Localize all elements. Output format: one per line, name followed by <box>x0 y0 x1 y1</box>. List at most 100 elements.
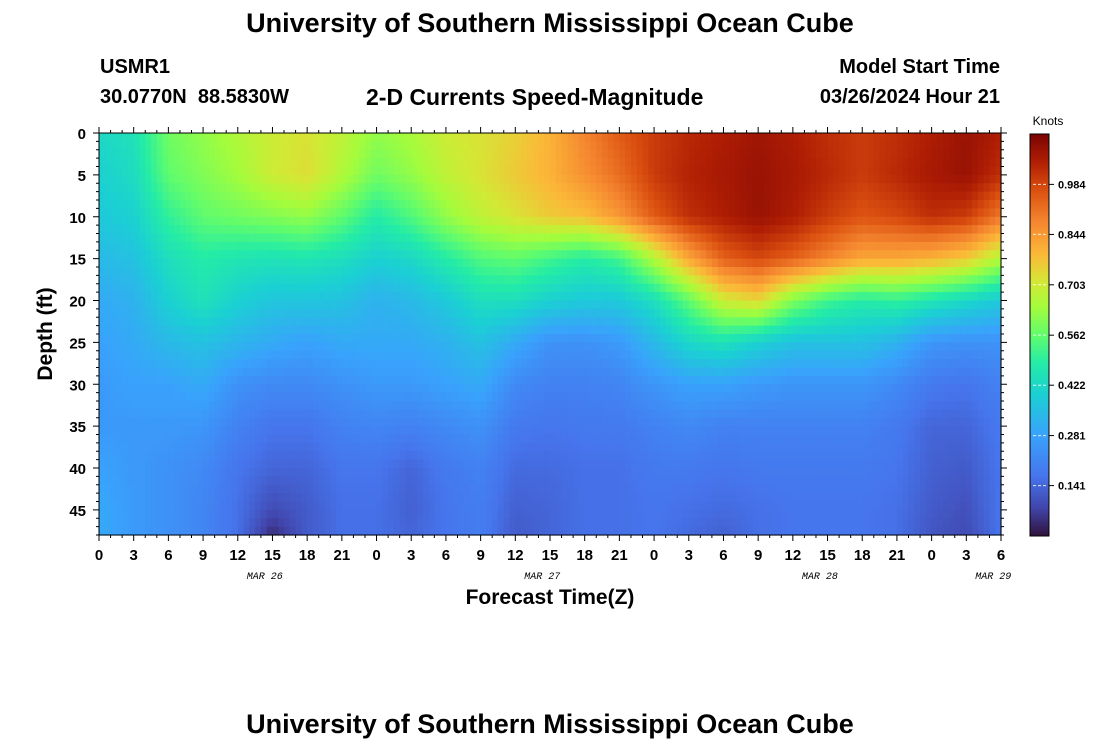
heatmap-cell <box>833 183 840 193</box>
heatmap-cell <box>249 216 256 226</box>
heatmap-cell <box>550 174 557 184</box>
heatmap-cell <box>185 250 193 260</box>
heatmap-cell <box>393 149 401 159</box>
heatmap-cell <box>191 149 198 159</box>
heatmap-cell <box>954 342 962 352</box>
heatmap-cell <box>480 392 487 402</box>
heatmap-cell <box>827 258 834 268</box>
heatmap-cell <box>729 350 736 360</box>
heatmap-cell <box>925 258 933 268</box>
heatmap-cell <box>382 350 389 360</box>
heatmap-cell <box>856 375 863 385</box>
heatmap-cell <box>677 216 684 226</box>
heatmap-cell <box>388 342 395 352</box>
heatmap-cell <box>659 241 667 251</box>
heatmap-cell <box>821 241 829 251</box>
heatmap-cell <box>162 359 169 369</box>
heatmap-cell <box>347 258 355 268</box>
heatmap-cell <box>139 267 146 276</box>
heatmap-cell <box>214 241 222 251</box>
heatmap-cell <box>925 191 933 201</box>
heatmap-cell <box>388 308 395 318</box>
heatmap-cell <box>578 283 586 293</box>
heatmap-cell <box>868 292 875 302</box>
heatmap-cell <box>844 158 852 168</box>
heatmap-cell <box>665 233 673 243</box>
heatmap-cell <box>735 359 742 369</box>
heatmap-cell <box>630 350 638 360</box>
heatmap-cell <box>972 292 979 302</box>
heatmap-cell <box>746 208 753 218</box>
heatmap-cell <box>480 241 487 251</box>
heatmap-cell <box>289 241 297 251</box>
heatmap-cell <box>879 133 886 142</box>
heatmap-cell <box>162 149 169 159</box>
heatmap-cell <box>827 392 834 402</box>
heatmap-cell <box>272 292 279 302</box>
heatmap-cell <box>451 133 459 142</box>
heatmap-cell <box>318 241 326 251</box>
heatmap-cell <box>960 250 967 260</box>
heatmap-cell <box>636 241 644 251</box>
heatmap-cell <box>359 375 366 385</box>
heatmap-cell <box>474 325 482 335</box>
heatmap-cell <box>966 292 973 302</box>
heatmap-cell <box>735 283 742 293</box>
heatmap-cell <box>769 225 777 235</box>
heatmap-cell <box>451 308 459 318</box>
heatmap-cell <box>596 267 603 276</box>
heatmap-cell <box>428 325 435 335</box>
heatmap-cell <box>665 334 673 343</box>
heatmap-cell <box>810 200 817 209</box>
heatmap-cell <box>677 325 684 335</box>
heatmap-cell <box>509 367 516 377</box>
heatmap-cell <box>156 158 164 168</box>
heatmap-cell <box>688 359 696 369</box>
heatmap-cell <box>168 258 175 268</box>
heatmap-cell <box>370 292 378 302</box>
heatmap-cell <box>168 375 175 385</box>
heatmap-cell <box>925 216 933 226</box>
heatmap-cell <box>411 384 418 394</box>
heatmap-cell <box>260 208 268 218</box>
heatmap-cell <box>914 384 921 394</box>
heatmap-cell <box>497 258 505 268</box>
heatmap-cell <box>602 292 609 302</box>
heatmap-cell <box>654 359 661 369</box>
heatmap-cell <box>307 149 314 159</box>
heatmap-cell <box>497 308 505 318</box>
heatmap-cell <box>844 149 852 159</box>
heatmap-cell <box>966 275 973 285</box>
heatmap-cell <box>497 191 505 201</box>
heatmap-cell <box>827 191 834 201</box>
heatmap-cell <box>445 267 453 276</box>
heatmap-cell <box>463 191 470 201</box>
heatmap-cell <box>648 359 655 369</box>
heatmap-cell <box>284 233 291 243</box>
heatmap-cell <box>272 300 279 310</box>
heatmap-cell <box>960 292 967 302</box>
heatmap-cell <box>174 342 181 352</box>
heatmap-cell <box>862 283 869 293</box>
heatmap-cell <box>266 275 274 285</box>
heatmap-cell <box>833 325 840 335</box>
heatmap-cell <box>844 392 852 402</box>
heatmap-cell <box>700 308 707 318</box>
heatmap-cell <box>116 334 123 343</box>
heatmap-cell <box>521 133 528 142</box>
heatmap-cell <box>341 325 349 335</box>
heatmap-cell <box>197 183 204 193</box>
heatmap-cell <box>399 258 407 268</box>
heatmap-cell <box>619 149 626 159</box>
heatmap-cell <box>411 133 418 142</box>
heatmap-cell <box>145 375 152 385</box>
heatmap-cell <box>249 342 256 352</box>
heatmap-cell <box>769 375 777 385</box>
heatmap-cell <box>954 241 962 251</box>
heatmap-cell <box>330 367 337 377</box>
heatmap-cell <box>370 300 378 310</box>
heatmap-cell <box>920 375 927 385</box>
heatmap-cell <box>422 216 430 226</box>
heatmap-cell <box>769 141 777 151</box>
heatmap-cell <box>787 367 794 377</box>
